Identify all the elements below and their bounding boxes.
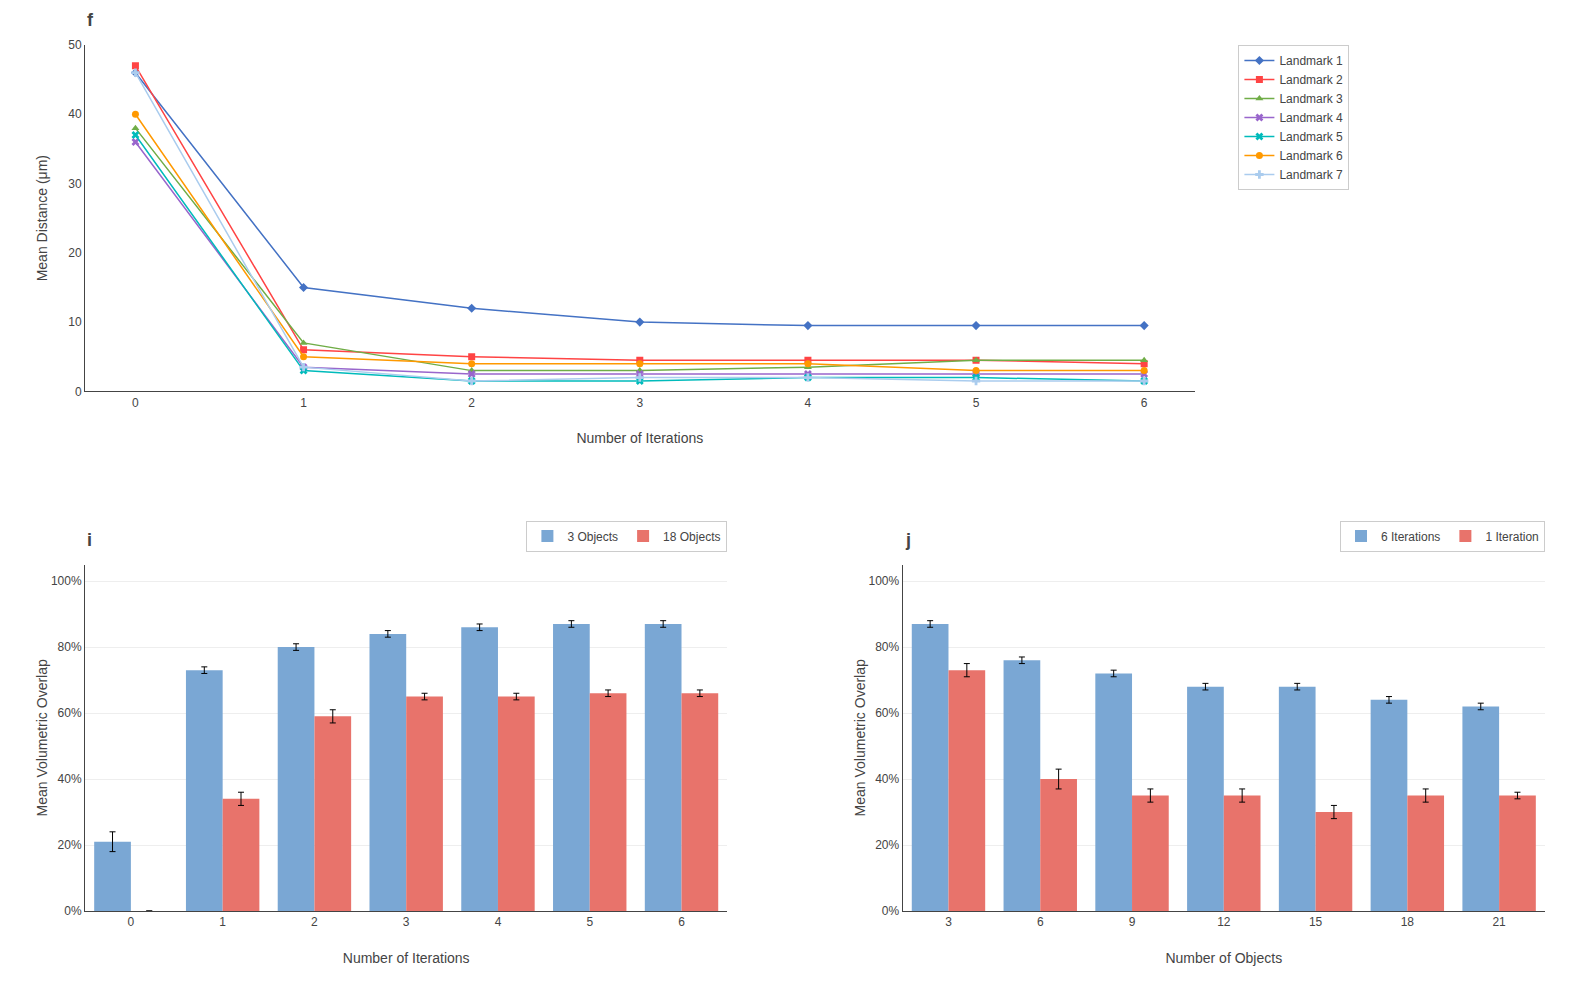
svg-text:60%: 60% [58, 706, 82, 720]
svg-text:5: 5 [973, 396, 980, 410]
svg-text:20: 20 [68, 246, 82, 260]
svg-text:Mean Distance (μm): Mean Distance (μm) [34, 155, 50, 281]
svg-text:Number of Objects: Number of Objects [1165, 950, 1282, 966]
svg-text:2: 2 [468, 396, 475, 410]
svg-text:30: 30 [68, 177, 82, 191]
svg-text:Landmark 6: Landmark 6 [1279, 149, 1343, 163]
svg-text:0: 0 [128, 915, 135, 929]
svg-text:40%: 40% [58, 772, 82, 786]
svg-text:6: 6 [1037, 915, 1044, 929]
svg-text:1: 1 [219, 915, 226, 929]
svg-text:3: 3 [945, 915, 952, 929]
svg-text:21: 21 [1492, 915, 1506, 929]
svg-text:1 Iteration: 1 Iteration [1485, 530, 1538, 544]
svg-text:20%: 20% [58, 838, 82, 852]
svg-text:Number of Iterations: Number of Iterations [576, 430, 703, 446]
svg-text:100%: 100% [868, 574, 899, 588]
svg-text:Mean Volumetric Overlap: Mean Volumetric Overlap [34, 659, 50, 816]
svg-text:Landmark 2: Landmark 2 [1279, 73, 1343, 87]
svg-text:6 Iterations: 6 Iterations [1381, 530, 1440, 544]
svg-text:18: 18 [1401, 915, 1415, 929]
svg-text:4: 4 [495, 915, 502, 929]
svg-text:3: 3 [403, 915, 410, 929]
svg-text:0%: 0% [882, 904, 900, 918]
svg-text:9: 9 [1129, 915, 1136, 929]
svg-text:0%: 0% [64, 904, 82, 918]
svg-text:0: 0 [132, 396, 139, 410]
svg-text:60%: 60% [875, 706, 899, 720]
svg-text:20%: 20% [875, 838, 899, 852]
svg-text:i: i [87, 530, 92, 550]
svg-text:Landmark 1: Landmark 1 [1279, 54, 1343, 68]
svg-text:0: 0 [75, 385, 82, 399]
svg-text:Landmark 4: Landmark 4 [1279, 111, 1343, 125]
svg-text:f: f [87, 10, 94, 30]
svg-text:1: 1 [300, 396, 307, 410]
svg-text:Landmark 5: Landmark 5 [1279, 130, 1343, 144]
svg-text:10: 10 [68, 315, 82, 329]
svg-text:Number of Iterations: Number of Iterations [343, 950, 470, 966]
svg-text:50: 50 [68, 38, 82, 52]
svg-text:6: 6 [1141, 396, 1148, 410]
svg-text:40: 40 [68, 107, 82, 121]
svg-text:18 Objects: 18 Objects [663, 530, 720, 544]
svg-text:Landmark 7: Landmark 7 [1279, 168, 1343, 182]
svg-text:80%: 80% [875, 640, 899, 654]
svg-text:6: 6 [678, 915, 685, 929]
svg-text:4: 4 [805, 396, 812, 410]
svg-text:j: j [905, 530, 911, 550]
svg-text:Mean Volumetric Overlap: Mean Volumetric Overlap [852, 659, 868, 816]
svg-text:5: 5 [586, 915, 593, 929]
svg-text:3 Objects: 3 Objects [567, 530, 618, 544]
svg-text:3: 3 [636, 396, 643, 410]
svg-text:40%: 40% [875, 772, 899, 786]
svg-text:12: 12 [1217, 915, 1231, 929]
svg-text:15: 15 [1309, 915, 1323, 929]
svg-text:2: 2 [311, 915, 318, 929]
svg-text:80%: 80% [58, 640, 82, 654]
svg-text:Landmark 3: Landmark 3 [1279, 92, 1343, 106]
svg-text:100%: 100% [51, 574, 82, 588]
